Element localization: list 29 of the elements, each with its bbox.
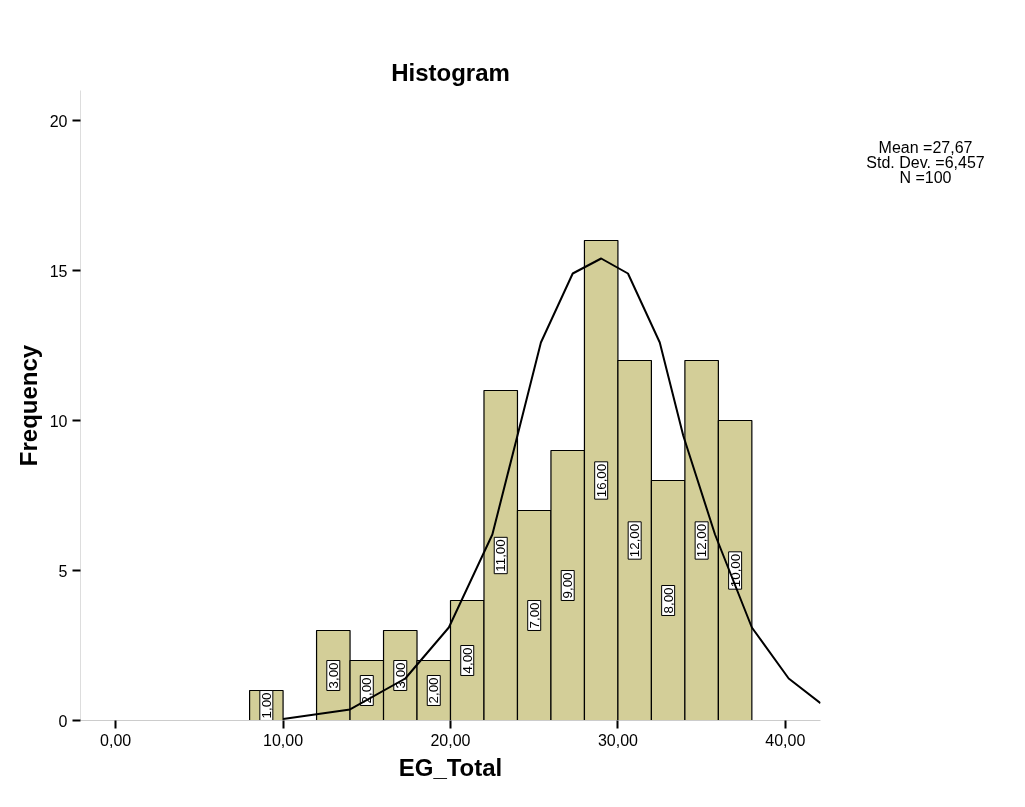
x-tick-label: 20,00 bbox=[430, 731, 471, 749]
data-label: 8,00 bbox=[660, 587, 676, 614]
data-label: 2,00 bbox=[426, 677, 442, 704]
x-tick-label: 30,00 bbox=[597, 731, 639, 749]
y-tick-label: 5 bbox=[58, 562, 68, 580]
data-label: 12,00 bbox=[627, 523, 643, 558]
y-tick-label: 0 bbox=[58, 712, 68, 730]
data-label: 3,00 bbox=[392, 662, 408, 689]
y-tick-label: 10 bbox=[49, 412, 68, 430]
data-label: 2,00 bbox=[359, 677, 375, 704]
chart-title: Histogram bbox=[391, 58, 510, 86]
data-label: 3,00 bbox=[325, 662, 341, 689]
data-label: 12,00 bbox=[694, 523, 710, 558]
y-tick-label: 15 bbox=[49, 262, 68, 280]
data-label: 4,00 bbox=[459, 647, 475, 674]
x-tick-label: 10,00 bbox=[263, 731, 304, 749]
x-tick-label: 40,00 bbox=[765, 731, 806, 749]
data-label: 16,00 bbox=[593, 463, 609, 498]
data-label: 11,00 bbox=[493, 539, 509, 572]
y-axis-title: Frequency bbox=[14, 344, 42, 467]
y-tick-label: 20 bbox=[49, 112, 68, 130]
x-axis-title: EG_Total bbox=[398, 753, 503, 781]
data-label: 9,00 bbox=[560, 572, 576, 599]
data-label: 1,00 bbox=[258, 692, 274, 719]
text: Std. Dev. =6,457 bbox=[866, 153, 985, 171]
text: N =100 bbox=[899, 168, 952, 186]
text: Mean =27,67 bbox=[878, 138, 973, 156]
data-label: 7,00 bbox=[526, 602, 542, 629]
x-tick-label: 0,00 bbox=[100, 731, 132, 749]
